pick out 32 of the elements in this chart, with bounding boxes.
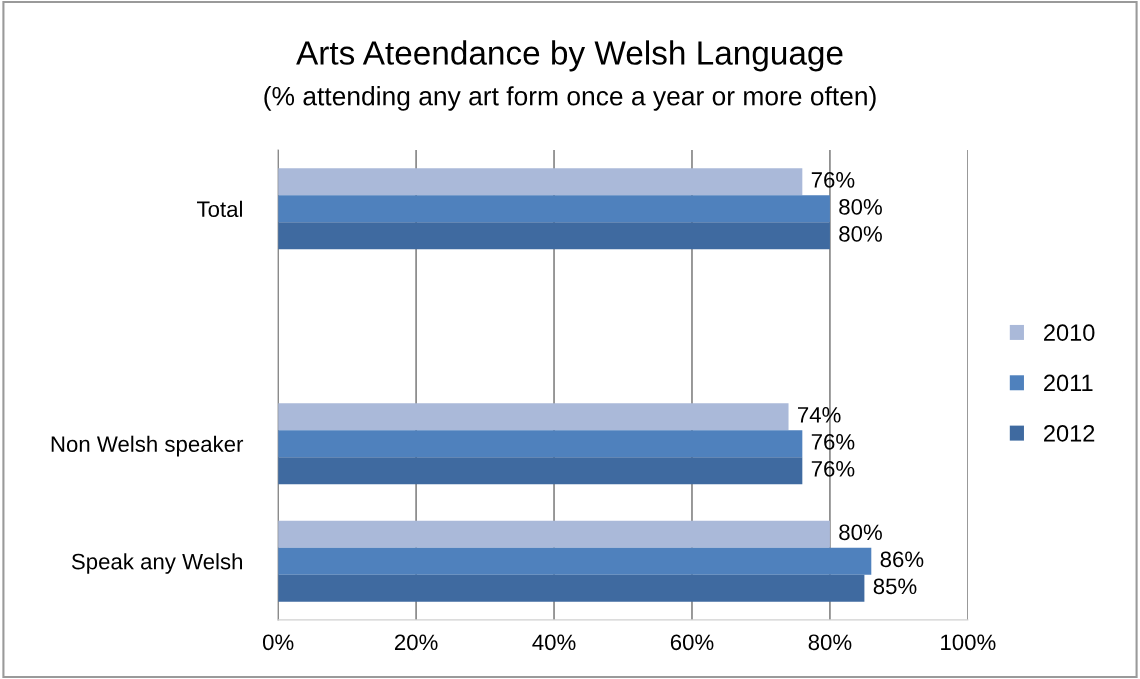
x-tick-label: 0% (262, 634, 294, 651)
data-label: 76% (811, 172, 855, 188)
data-label: 80% (839, 524, 882, 541)
x-tick-label: 20% (394, 634, 438, 651)
data-label: 85% (873, 578, 917, 595)
y-tick-label: Total (197, 200, 242, 218)
chart-subtitle: (% attending any art form once a year or more often) (264, 86, 876, 111)
y-tick-label: Speak any Welsh (71, 553, 242, 574)
x-tick-label: 40% (532, 634, 576, 651)
data-label: 76% (811, 433, 855, 450)
data-label: 74% (798, 407, 841, 423)
bar (278, 457, 803, 485)
bar (278, 520, 830, 548)
data-label: 80% (839, 199, 882, 215)
x-tick-label: 80% (808, 634, 852, 651)
bar (278, 403, 789, 431)
bar (278, 430, 803, 458)
x-tick-label: 100% (941, 634, 996, 651)
bar (278, 574, 865, 602)
legend-label: 2010 (1044, 324, 1095, 341)
data-label: 86% (880, 551, 924, 568)
y-tick-label: Non Welsh speaker (51, 435, 244, 457)
x-tick-label: 60% (670, 634, 714, 651)
bar (278, 547, 872, 575)
bar (278, 222, 830, 250)
data-label: 76% (811, 460, 855, 477)
legend-label: 2011 (1044, 374, 1093, 392)
data-label: 80% (839, 226, 882, 242)
chart-title: Arts Ateendance by Welsh Language (296, 40, 843, 72)
bar (278, 168, 803, 196)
legend-label: 2012 (1044, 424, 1095, 442)
bar (278, 195, 830, 223)
